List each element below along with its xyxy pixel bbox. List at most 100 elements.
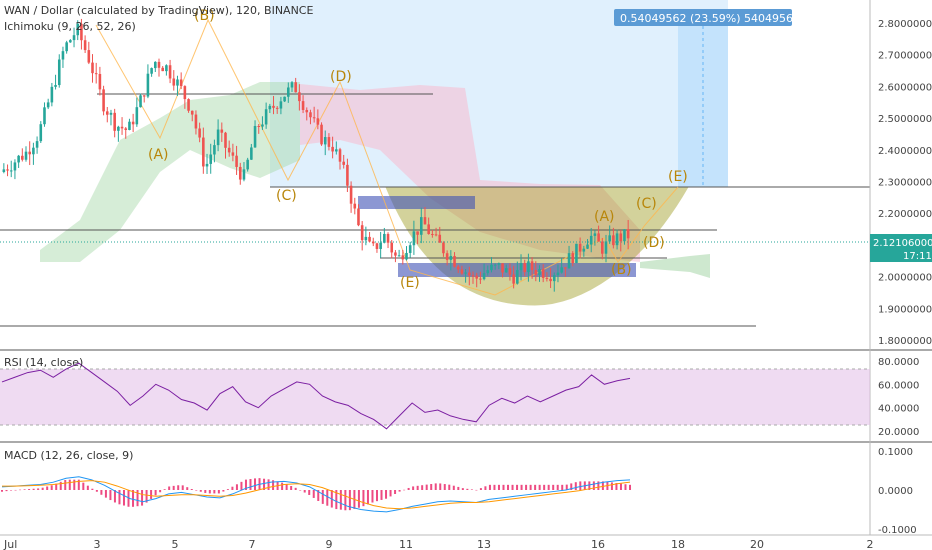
resistance-zone[interactable] xyxy=(358,196,475,209)
candle-body xyxy=(434,234,438,236)
macd-histogram-bar xyxy=(556,484,559,490)
macd-histogram-bar xyxy=(588,481,591,490)
wave-label-e1: (E) xyxy=(400,275,420,291)
macd-histogram-bar xyxy=(91,488,94,490)
candle-body xyxy=(619,233,623,242)
macd-histogram-bar xyxy=(163,489,166,490)
macd-tick-label: -0.1000 xyxy=(878,525,917,536)
candle-body xyxy=(146,73,150,97)
macd-histogram-bar xyxy=(403,489,406,491)
macd-histogram-bar xyxy=(249,479,252,490)
macd-histogram-bar xyxy=(312,490,315,498)
time-tick-label: Jul xyxy=(3,538,17,550)
macd-histogram-bar xyxy=(68,479,71,490)
macd-histogram-bar xyxy=(502,484,505,490)
macd-histogram-bar xyxy=(385,490,388,499)
wave-label-e2: (E) xyxy=(668,169,688,185)
macd-lines xyxy=(1,476,631,513)
candle-body xyxy=(482,273,486,280)
candle-body xyxy=(504,268,508,273)
time-tick-label: 5 xyxy=(172,538,179,550)
macd-histogram-bar xyxy=(457,486,460,490)
macd-histogram-bar xyxy=(28,489,31,490)
macd-histogram-bar xyxy=(375,490,378,502)
candle-body xyxy=(353,203,357,209)
macd-histogram-bar xyxy=(543,484,546,490)
candle-body xyxy=(72,35,76,41)
rsi-band xyxy=(0,369,870,425)
candle-body xyxy=(416,231,419,235)
candle-body xyxy=(368,236,371,242)
candle-body xyxy=(91,62,94,74)
macd-histogram xyxy=(1,478,631,511)
candle-body xyxy=(357,208,360,226)
macd-histogram-bar xyxy=(362,490,365,507)
macd-histogram-bar xyxy=(159,490,162,493)
time-tick-label: 7 xyxy=(249,538,256,550)
rsi-tick-label: 60.0000 xyxy=(878,380,919,391)
candle-body xyxy=(449,255,453,260)
macd-histogram-bar xyxy=(64,480,67,490)
candle-body xyxy=(57,59,61,86)
macd-histogram-bar xyxy=(199,490,202,492)
candle-body xyxy=(486,270,490,274)
time-tick-label: 2 xyxy=(867,538,874,550)
candle-body xyxy=(364,236,368,241)
candle-body xyxy=(117,126,120,131)
candle-body xyxy=(431,234,434,236)
macd-histogram-bar xyxy=(177,485,180,490)
candle-body xyxy=(567,253,571,269)
macd-histogram-bar xyxy=(339,490,342,510)
macd-histogram-bar xyxy=(430,483,433,490)
candle-body xyxy=(401,255,405,260)
wave-label-d1: (D) xyxy=(330,69,352,85)
macd-histogram-bar xyxy=(565,484,568,490)
price-pane xyxy=(0,0,870,327)
candle-body xyxy=(597,233,600,242)
macd-histogram-bar xyxy=(231,486,234,490)
macd-histogram-bar xyxy=(488,484,491,490)
candle-body xyxy=(231,152,235,156)
macd-histogram-bar xyxy=(186,487,189,490)
macd-histogram-bar xyxy=(254,478,257,490)
candle-body xyxy=(161,67,164,72)
macd-histogram-bar xyxy=(127,490,130,507)
macd-histogram-bar xyxy=(371,490,374,503)
macd-histogram-bar xyxy=(299,490,302,491)
price-axis[interactable]: 2.80000000 2.70000000 2.60000000 2.50000000… xyxy=(878,19,932,347)
candle-body xyxy=(419,217,423,235)
macd-histogram-bar xyxy=(181,485,184,490)
time-tick-label: 11 xyxy=(399,538,413,550)
macd-histogram-bar xyxy=(629,484,631,490)
time-axis[interactable]: Jul 3 5 7 9 11 13 16 18 20 2 xyxy=(3,538,874,550)
candle-body xyxy=(176,79,179,86)
macd-histogram-bar xyxy=(95,490,98,492)
candle-body xyxy=(220,129,224,133)
candle-body xyxy=(412,231,416,246)
candle-body xyxy=(172,78,176,86)
candle-body xyxy=(264,109,268,125)
measure-label-box[interactable] xyxy=(614,9,792,26)
wave-labels: (A) (B) (C) (D) (E) (A) (B) (C) (D) (E) xyxy=(148,8,688,291)
candle-body xyxy=(371,241,375,244)
candle-body xyxy=(24,151,28,160)
candle-body xyxy=(601,241,604,254)
candle-body xyxy=(28,151,31,155)
candle-body xyxy=(61,51,65,60)
candle-body xyxy=(283,96,286,102)
candle-body xyxy=(272,105,275,108)
macd-histogram-bar xyxy=(398,490,401,492)
macd-histogram-bar xyxy=(366,490,369,505)
wave-label-a1: (A) xyxy=(148,147,169,163)
candle-body xyxy=(187,99,190,111)
elliott-wave-path xyxy=(95,18,679,296)
macd-histogram-bar xyxy=(303,490,306,493)
candle-body xyxy=(94,73,98,75)
candle-body xyxy=(2,169,6,172)
candle-body xyxy=(39,124,43,142)
price-tick-label: 2.60000000 xyxy=(878,82,932,93)
candle-body xyxy=(131,121,135,125)
candle-body xyxy=(290,82,294,88)
candle-body xyxy=(519,263,523,271)
